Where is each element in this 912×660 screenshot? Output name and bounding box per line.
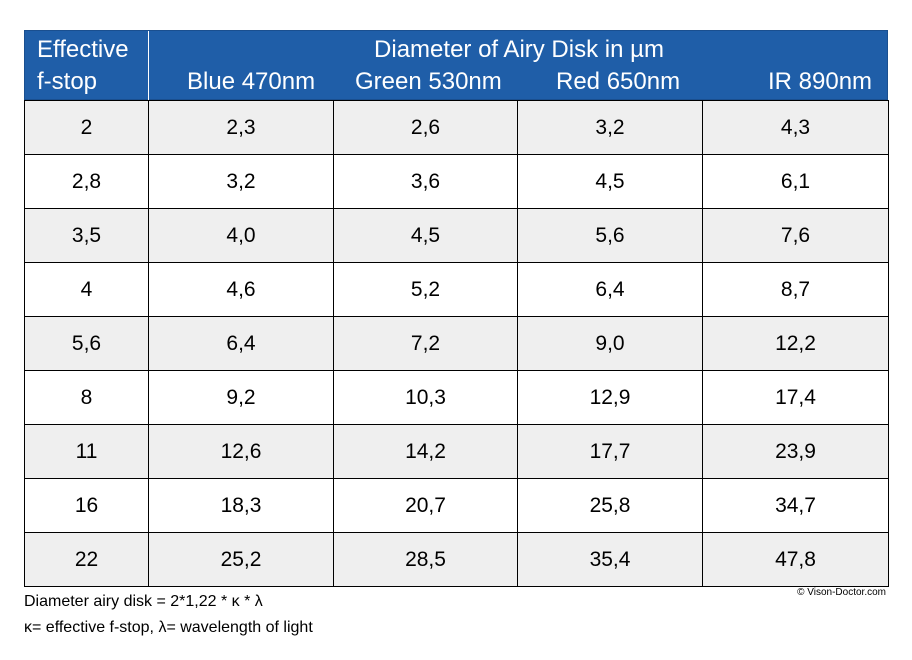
table-header: Effective f-stop Diameter of Airy Disk i…: [24, 30, 888, 100]
table-row: 2,8 3,2 3,6 4,5 6,1: [24, 154, 889, 209]
cell-fstop: 22: [24, 532, 149, 587]
table-row: 11 12,6 14,2 17,7 23,9: [24, 424, 889, 479]
cell-red: 17,7: [517, 424, 703, 479]
cell-ir: 34,7: [702, 478, 889, 533]
cell-blue: 4,0: [148, 208, 334, 263]
cell-fstop: 8: [24, 370, 149, 425]
legend-text: κ= effective f-stop, λ= wavelength of li…: [24, 619, 313, 636]
cell-fstop: 3,5: [24, 208, 149, 263]
cell-blue: 3,2: [148, 154, 334, 209]
cell-green: 5,2: [333, 262, 518, 317]
table-row: 16 18,3 20,7 25,8 34,7: [24, 478, 889, 533]
cell-green: 10,3: [333, 370, 518, 425]
cell-fstop: 2,8: [24, 154, 149, 209]
cell-blue: 12,6: [148, 424, 334, 479]
cell-fstop: 11: [24, 424, 149, 479]
header-divider: [148, 31, 149, 100]
cell-ir: 17,4: [702, 370, 889, 425]
header-col-red: Red 650nm: [556, 68, 681, 95]
cell-green: 20,7: [333, 478, 518, 533]
cell-red: 12,9: [517, 370, 703, 425]
cell-green: 4,5: [333, 208, 518, 263]
cell-fstop: 2: [24, 100, 149, 155]
cell-red: 25,8: [517, 478, 703, 533]
table-row: 3,5 4,0 4,5 5,6 7,6: [24, 208, 889, 263]
cell-green: 28,5: [333, 532, 518, 587]
cell-blue: 6,4: [148, 316, 334, 371]
cell-red: 35,4: [517, 532, 703, 587]
cell-ir: 4,3: [702, 100, 889, 155]
header-col-blue: Blue 470nm: [187, 68, 316, 95]
cell-red: 4,5: [517, 154, 703, 209]
cell-blue: 18,3: [148, 478, 334, 533]
header-effective-line2: f-stop: [37, 68, 98, 95]
formula-text: Diameter airy disk = 2*1,22 * κ * λ: [24, 593, 263, 610]
cell-blue: 25,2: [148, 532, 334, 587]
cell-red: 9,0: [517, 316, 703, 371]
cell-red: 3,2: [517, 100, 703, 155]
table-body: 2 2,3 2,6 3,2 4,3 2,8 3,2 3,6 4,5 6,1 3,5 4,0 4,5 5,6…: [24, 100, 889, 587]
cell-red: 5,6: [517, 208, 703, 263]
cell-green: 14,2: [333, 424, 518, 479]
cell-ir: 23,9: [702, 424, 889, 479]
cell-ir: 8,7: [702, 262, 889, 317]
cell-blue: 4,6: [148, 262, 334, 317]
cell-fstop: 5,6: [24, 316, 149, 371]
airy-disk-table: Effective f-stop Diameter of Airy Disk i…: [24, 30, 889, 587]
copyright-text: © Vison-Doctor.com: [797, 587, 886, 598]
cell-ir: 12,2: [702, 316, 889, 371]
cell-fstop: 16: [24, 478, 149, 533]
cell-red: 6,4: [517, 262, 703, 317]
cell-blue: 9,2: [148, 370, 334, 425]
header-col-ir: IR 890nm: [768, 68, 873, 95]
header-col-green: Green 530nm: [355, 68, 502, 95]
cell-ir: 6,1: [702, 154, 889, 209]
cell-green: 2,6: [333, 100, 518, 155]
cell-ir: 47,8: [702, 532, 889, 587]
table-row: 8 9,2 10,3 12,9 17,4: [24, 370, 889, 425]
table-row: 2 2,3 2,6 3,2 4,3: [24, 100, 889, 155]
header-title: Diameter of Airy Disk in µm: [374, 36, 664, 63]
cell-blue: 2,3: [148, 100, 334, 155]
table-row: 22 25,2 28,5 35,4 47,8: [24, 532, 889, 587]
cell-green: 7,2: [333, 316, 518, 371]
cell-ir: 7,6: [702, 208, 889, 263]
cell-green: 3,6: [333, 154, 518, 209]
table-row: 5,6 6,4 7,2 9,0 12,2: [24, 316, 889, 371]
header-effective-line1: Effective: [37, 36, 129, 63]
table-row: 4 4,6 5,2 6,4 8,7: [24, 262, 889, 317]
cell-fstop: 4: [24, 262, 149, 317]
data-table: 2 2,3 2,6 3,2 4,3 2,8 3,2 3,6 4,5 6,1 3,5 4,0 4,5 5,6…: [24, 100, 889, 587]
